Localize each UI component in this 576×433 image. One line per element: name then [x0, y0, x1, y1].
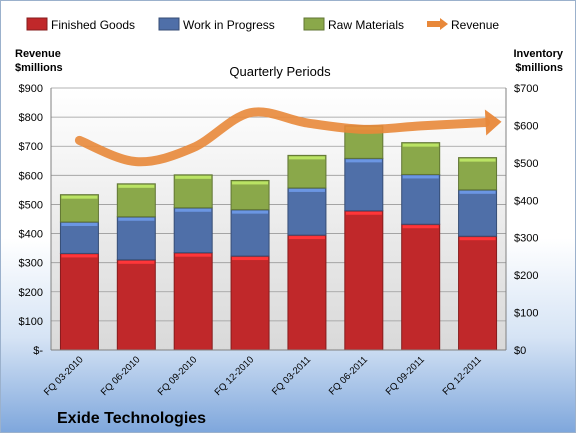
right-tick-label: $300 — [514, 233, 538, 245]
bar-highlight — [402, 225, 439, 229]
chart-title: Quarterly Periods — [229, 64, 331, 79]
bar-highlight — [232, 210, 269, 214]
left-tick-label: $500 — [19, 199, 43, 211]
bar-highlight — [345, 159, 382, 163]
left-axis-title-line1: Revenue — [15, 48, 61, 60]
bar-highlight — [402, 175, 439, 179]
bar-raw-materials — [458, 157, 498, 191]
left-tick-label: $800 — [19, 112, 43, 124]
legend: Finished Goods Work in Progress Raw Materi… — [26, 17, 499, 32]
bar-raw-materials — [173, 174, 213, 209]
bar-highlight — [175, 253, 212, 257]
bar-finished-goods — [287, 234, 327, 351]
bar-finished-goods — [458, 235, 498, 351]
bar-finished-goods — [59, 252, 99, 351]
bar-highlight — [118, 260, 155, 264]
bar-raw-materials — [116, 183, 156, 218]
bar-series — [59, 125, 498, 351]
left-tick-label: $100 — [19, 316, 43, 328]
x-tick-label: FQ 06-2010 — [99, 354, 143, 398]
x-tick-label: FQ 09-2010 — [156, 354, 200, 398]
bar-finished-goods — [230, 255, 270, 351]
bar-work-in-progress — [401, 173, 441, 225]
x-tick-label: FQ 12-2010 — [213, 354, 257, 398]
bar-work-in-progress — [458, 189, 498, 237]
bar-highlight — [175, 208, 212, 212]
x-tick-label: FQ 12-2011 — [441, 354, 484, 397]
legend-swatch-raw-materials — [303, 17, 325, 31]
bar-raw-materials — [401, 142, 441, 175]
left-tick-label: $600 — [19, 170, 43, 182]
legend-label-work-in-progress: Work in Progress — [183, 18, 275, 32]
bar-highlight — [459, 237, 496, 241]
left-tick-label: $400 — [19, 229, 43, 241]
left-axis-title-line2: $millions — [15, 62, 63, 74]
bar-raw-materials — [230, 179, 270, 211]
revenue-line-series — [74, 107, 502, 167]
bar-highlight — [175, 175, 212, 179]
bar-highlight — [232, 257, 269, 261]
x-tick-label: FQ 03-2010 — [42, 354, 86, 398]
bar-finished-goods — [344, 210, 384, 351]
revenue-arrowhead — [484, 109, 502, 136]
bar-highlight — [288, 188, 325, 192]
right-tick-label: $0 — [514, 345, 526, 357]
legend-label-revenue: Revenue — [451, 18, 499, 32]
left-tick-label: $900 — [19, 83, 43, 95]
x-tick-label: FQ 06-2011 — [327, 354, 370, 397]
legend-arrow — [440, 18, 448, 30]
left-tick-label: $300 — [19, 258, 43, 270]
bar-highlight — [232, 181, 269, 185]
bar-raw-materials — [287, 154, 327, 189]
bar-work-in-progress — [116, 216, 156, 261]
bar-highlight — [345, 211, 382, 215]
bar-highlight — [402, 143, 439, 147]
legend-label-raw-materials: Raw Materials — [328, 18, 404, 32]
bar-highlight — [459, 158, 496, 162]
bar-raw-materials — [59, 194, 99, 223]
bar-highlight — [288, 236, 325, 240]
right-tick-label: $100 — [514, 308, 538, 320]
bar-finished-goods — [116, 259, 156, 351]
x-tick-label: FQ 03-2011 — [270, 354, 313, 397]
right-tick-label: $500 — [514, 158, 538, 170]
bar-highlight — [459, 190, 496, 194]
bar-highlight — [61, 195, 98, 199]
bar-highlight — [118, 217, 155, 221]
right-axis-title-line1: Inventory — [513, 48, 563, 60]
bar-work-in-progress — [287, 187, 327, 236]
bar-finished-goods — [173, 252, 213, 351]
left-tick-label: $- — [33, 345, 43, 357]
bar-highlight — [61, 254, 98, 258]
bar-work-in-progress — [344, 157, 384, 212]
x-tick-label: FQ 09-2011 — [384, 354, 427, 397]
right-tick-label: $700 — [514, 83, 538, 95]
left-tick-label: $200 — [19, 287, 43, 299]
right-axis-title-line2: $millions — [515, 62, 563, 74]
bar-work-in-progress — [230, 209, 270, 257]
right-tick-label: $400 — [514, 195, 538, 207]
right-tick-label: $200 — [514, 270, 538, 282]
bar-finished-goods — [401, 223, 441, 351]
left-tick-label: $700 — [19, 141, 43, 153]
bar-highlight — [288, 156, 325, 160]
legend-swatch-finished-goods — [26, 17, 48, 31]
legend-label-finished-goods: Finished Goods — [51, 18, 135, 32]
bar-highlight — [61, 222, 98, 226]
bar-highlight — [118, 184, 155, 188]
bar-work-in-progress — [59, 221, 99, 254]
legend-swatch-work-in-progress — [158, 17, 180, 31]
bar-work-in-progress — [173, 207, 213, 254]
right-tick-label: $600 — [514, 120, 538, 132]
company-name: Exide Technologies — [57, 410, 206, 427]
